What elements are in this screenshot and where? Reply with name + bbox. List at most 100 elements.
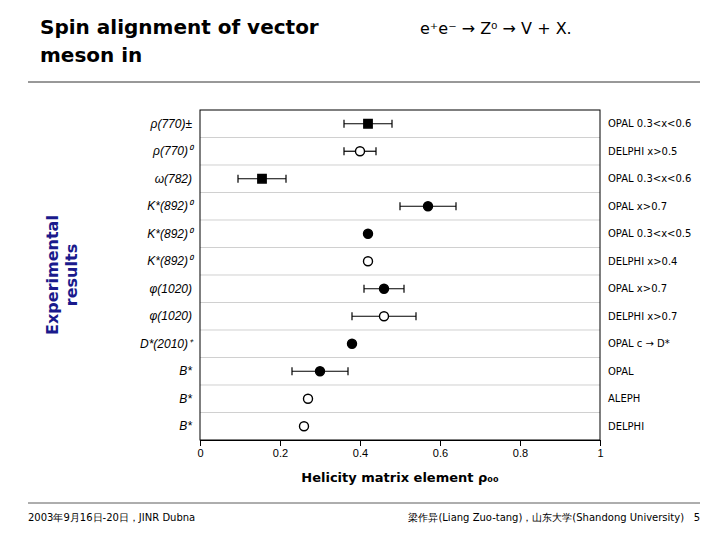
row-note: OPAL 0.3<x<0.6 — [608, 173, 691, 184]
x-tick: 0.2 — [273, 440, 288, 459]
point — [379, 284, 388, 293]
side-label: Experimentalresults — [43, 215, 81, 335]
side-label-line: results — [62, 244, 81, 306]
x-tick: 0.8 — [513, 440, 528, 459]
point — [315, 367, 324, 376]
x-tick-mark — [600, 440, 601, 446]
x-axis: 0 0.2 0.4 0.6 0.8 1 — [197, 440, 603, 459]
error-bar — [400, 202, 456, 210]
side-label-line: Experimental — [43, 215, 62, 335]
error-bar-cap — [351, 312, 352, 320]
error-bar-cap — [363, 285, 364, 293]
title-separator — [28, 82, 700, 83]
y-tick: ρ(770)± — [150, 117, 193, 131]
x-tick-label: 0.4 — [353, 447, 368, 459]
x-tick-label: 0.2 — [273, 447, 288, 459]
row-separator — [200, 165, 600, 166]
point — [363, 229, 372, 238]
row-label: K*(892)⁰ — [147, 227, 195, 241]
plot-frame — [200, 110, 600, 440]
error-bar — [238, 175, 286, 183]
y-tick: B* — [179, 419, 192, 433]
point — [364, 120, 372, 128]
y-tick: φ(1020) — [149, 282, 192, 296]
row-separator — [200, 220, 600, 221]
error-bar — [344, 147, 376, 155]
error-bar — [364, 285, 404, 293]
y-tick: ω(782) — [155, 172, 192, 186]
error-bar-cap — [237, 175, 238, 183]
error-bar-cap — [291, 367, 292, 375]
x-tick-mark — [360, 440, 361, 446]
row-separator — [200, 357, 600, 358]
x-tick-label: 0 — [197, 447, 203, 459]
x-tick: 0 — [197, 440, 203, 459]
error-bar-cap — [343, 147, 344, 155]
y-tick: K*(892)⁰ — [147, 227, 195, 241]
y-axis: ρ(770)± ρ(770)⁰ ω(782) K*(892)⁰ K*(892)⁰ K*(8… — [140, 117, 195, 434]
chart: Spin alignment of vector meson in e⁺e⁻ → Z… — [0, 0, 720, 540]
error-bar-cap — [391, 120, 392, 128]
x-tick: 0.4 — [353, 440, 368, 459]
row-label: D*(2010)⁺ — [140, 337, 194, 351]
error-bar-cap — [347, 367, 348, 375]
subtitle: e⁺e⁻ → Z⁰ → V + X. — [420, 19, 572, 38]
x-axis-line — [201, 441, 601, 447]
error-bar — [352, 312, 416, 320]
row-separator — [200, 385, 600, 386]
y-tick: φ(1020) — [149, 309, 192, 323]
row-separator — [200, 192, 600, 193]
y-tick: B* — [179, 392, 192, 406]
x-tick-label: 0.6 — [433, 447, 448, 459]
y-tick: K*(892)⁰ — [147, 199, 195, 213]
x-tick-label: 0.8 — [513, 447, 528, 459]
row-notes: OPAL 0.3<x<0.6DELPHI x>0.5OPAL 0.3<x<0.6… — [608, 118, 691, 432]
x-tick-mark — [200, 440, 201, 446]
row-label: B* — [179, 364, 192, 378]
error-bar — [292, 367, 348, 375]
row-label: B* — [179, 419, 192, 433]
point — [299, 422, 308, 431]
x-tick-mark — [280, 440, 281, 446]
point — [347, 339, 356, 348]
row-note: OPAL 0.3<x<0.5 — [608, 228, 691, 239]
footer-right: 梁作异(Liang Zuo-tang)，山东大学(Shandong Univer… — [408, 512, 700, 523]
footer-separator — [28, 503, 700, 504]
row-separator — [200, 412, 600, 413]
x-axis-title: Helicity matrix element ρ₀₀ — [301, 470, 499, 485]
point — [303, 394, 312, 403]
point — [258, 175, 266, 183]
x-tick: 1 — [597, 440, 603, 459]
row-note: DELPHI — [608, 421, 644, 432]
error-bar-cap — [375, 147, 376, 155]
row-separator — [200, 275, 600, 276]
row-note: DELPHI x>0.7 — [608, 311, 677, 322]
error-bar-cap — [415, 312, 416, 320]
row-label: ρ(770)⁰ — [152, 144, 195, 158]
error-bar-cap — [343, 120, 344, 128]
row-separator — [200, 330, 600, 331]
row-label: K*(892)⁰ — [147, 254, 195, 268]
row-label: K*(892)⁰ — [147, 199, 195, 213]
row-separator — [200, 137, 600, 138]
error-bar — [344, 120, 392, 128]
row-note: DELPHI x>0.4 — [608, 256, 677, 267]
error-bar-cap — [399, 202, 400, 210]
x-tick: 0.6 — [433, 440, 448, 459]
point — [423, 202, 432, 211]
error-bar-cap — [285, 175, 286, 183]
row-separators — [200, 138, 600, 413]
row-note: OPAL — [608, 366, 634, 377]
y-tick: B* — [179, 364, 192, 378]
row-note: OPAL c → D* — [608, 338, 670, 349]
row-label: φ(1020) — [149, 309, 192, 323]
row-note: OPAL x>0.7 — [608, 201, 667, 212]
y-tick: ρ(770)⁰ — [152, 144, 195, 158]
title: Spin alignment of vector — [40, 15, 319, 39]
row-note: DELPHI x>0.5 — [608, 146, 677, 157]
y-tick: K*(892)⁰ — [147, 254, 195, 268]
row-label: ω(782) — [155, 172, 192, 186]
row-separator — [200, 302, 600, 303]
error-bar-cap — [403, 285, 404, 293]
title: meson in — [40, 43, 142, 67]
